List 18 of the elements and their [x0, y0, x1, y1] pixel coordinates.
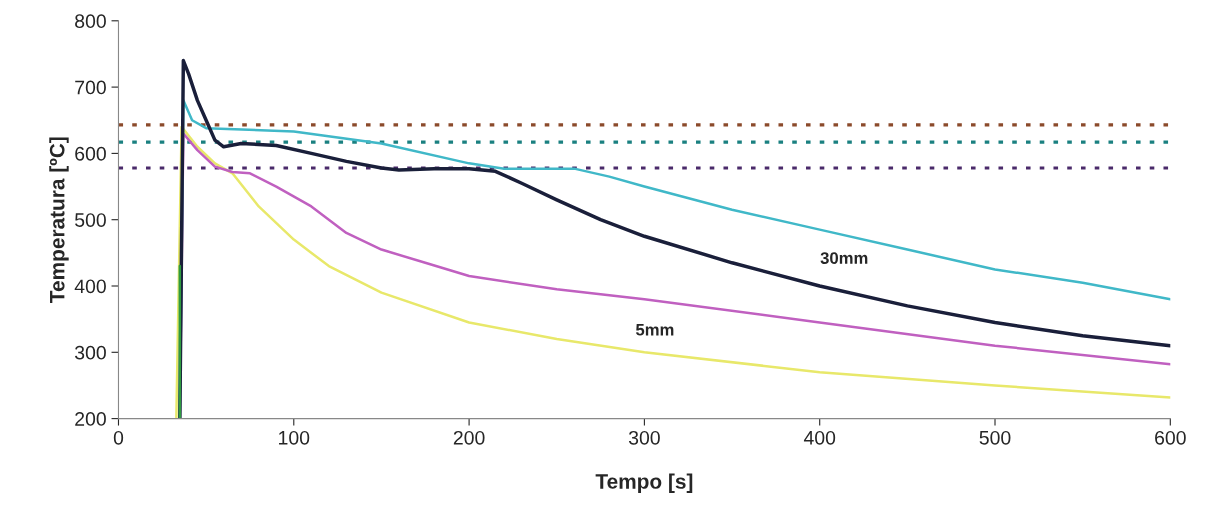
annotation: 5mm: [635, 323, 674, 336]
y-tick-label: 600: [75, 146, 106, 161]
x-tick-label: 600: [1155, 430, 1186, 445]
y-axis-title: Temperatura [ºC]: [49, 137, 69, 303]
y-tick-label: 700: [75, 80, 106, 95]
x-tick-label: 0: [113, 430, 124, 445]
x-tick-label: 300: [628, 430, 660, 445]
y-tick-label: 500: [75, 213, 106, 227]
x-tick-label: 500: [979, 430, 1011, 445]
y-tick-label: 800: [75, 14, 106, 29]
annotation: 30mm: [820, 252, 868, 264]
y-tick-label: 400: [74, 279, 106, 294]
y-tick-label: 200: [75, 412, 106, 426]
y-tick-label: 300: [74, 345, 106, 360]
x-tick-label: 200: [453, 430, 485, 445]
x-tick-label: 100: [279, 430, 310, 445]
x-axis-title: Tempo [s]: [595, 473, 693, 493]
x-tick-label: 400: [803, 430, 836, 445]
